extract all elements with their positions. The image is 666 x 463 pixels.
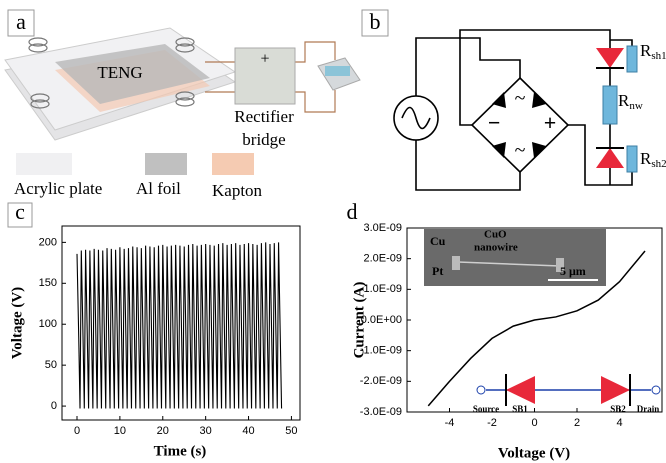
diode	[492, 92, 506, 108]
x-axis-label: Time (s)	[154, 443, 207, 459]
x-tick-label: -4	[445, 417, 455, 429]
legend-swatch	[16, 153, 72, 175]
panel-label: c	[15, 199, 25, 224]
bridge-label: bridge	[242, 130, 285, 149]
y-tick-label: 0	[51, 400, 57, 412]
x-tick-label: 30	[200, 425, 212, 437]
y-tick-label: 1.0E-09	[363, 283, 402, 295]
y-axis-label: Current (A)	[351, 282, 367, 359]
legend-swatch	[212, 153, 254, 175]
y-tick-label: 3.0E-09	[363, 222, 402, 234]
schottky-barrier	[601, 376, 630, 404]
pad	[452, 256, 460, 270]
y-tick-label: -3.0E-09	[360, 406, 402, 418]
y-axis-label: Voltage (V)	[9, 287, 25, 359]
diagram-label: Drain	[637, 404, 660, 414]
inset-label: CuO	[484, 229, 507, 241]
y-tick-label: 150	[39, 277, 57, 289]
inset-label: Cu	[430, 234, 446, 248]
r: R	[640, 41, 652, 60]
panel-b: b ~ − + ~ Rsh1 Rnw Rsh2	[362, 9, 666, 190]
x-tick-label: 0	[531, 417, 537, 429]
legend-label: Kapton	[212, 181, 263, 200]
diode	[532, 92, 546, 108]
electrodes	[325, 66, 350, 76]
r-sub: nw	[629, 100, 643, 112]
diode	[492, 142, 506, 158]
y-tick-label: 100	[39, 318, 57, 330]
x-tick-label: 10	[114, 425, 126, 437]
schottky-diode	[596, 148, 624, 168]
panel-label: a	[16, 9, 26, 34]
bridge-sign: ~	[515, 88, 526, 110]
panel-label: d	[347, 199, 358, 224]
y-tick-label: 2.0E-09	[363, 253, 402, 265]
legend-label: Acrylic plate	[14, 179, 102, 198]
x-tick-label: 50	[285, 425, 297, 437]
x-axis-label: Voltage (V)	[498, 445, 570, 461]
y-tick-label: -2.0E-09	[360, 375, 402, 387]
x-tick-label: -2	[487, 417, 497, 429]
inset-label: nanowire	[474, 242, 518, 254]
legend-swatch	[145, 153, 187, 175]
schottky-diode	[596, 48, 624, 68]
panel-a: a TENG + Rectifier bridge Acrylic plate …	[5, 9, 360, 200]
resistor-label: Rsh1	[640, 41, 666, 62]
legend-label: Al foil	[136, 179, 181, 198]
figure: a TENG + Rectifier bridge Acrylic plate …	[0, 0, 666, 463]
resistor	[627, 46, 637, 72]
data-line	[77, 242, 282, 408]
rectifier-icon: +	[260, 51, 269, 68]
terminal	[652, 386, 660, 394]
terminal	[477, 386, 485, 394]
r-sub: sh1	[651, 50, 666, 62]
resistor	[627, 146, 637, 172]
y-tick-label: 50	[45, 359, 57, 371]
bridge-sign: −	[488, 110, 501, 135]
r: R	[618, 91, 630, 110]
diode	[532, 142, 546, 158]
resistor-label: Rsh2	[640, 149, 666, 170]
bridge-sign: ~	[515, 140, 526, 162]
x-tick-label: 4	[616, 417, 622, 429]
bridge-sign: +	[544, 110, 557, 135]
x-tick-label: 20	[157, 425, 169, 437]
r: R	[640, 149, 652, 168]
diagram-label: SB1	[512, 404, 528, 414]
bridge-label: Rectifier	[234, 107, 294, 126]
x-tick-label: 40	[242, 425, 254, 437]
diagram-label: Source	[473, 404, 499, 414]
device-label: TENG	[97, 63, 142, 82]
y-tick-label: 200	[39, 236, 57, 248]
panel-label: b	[370, 9, 381, 34]
ac-sine	[402, 108, 430, 129]
inset-label: Pt	[432, 264, 443, 278]
schottky-barrier	[506, 376, 535, 404]
r-sub: sh2	[651, 158, 666, 170]
x-tick-label: 0	[74, 425, 80, 437]
inset-label: 5 μm	[560, 264, 586, 278]
diagram-label: SB2	[610, 404, 626, 414]
resistor	[603, 86, 617, 124]
resistor-label: Rnw	[618, 91, 643, 112]
x-tick-label: 2	[574, 417, 580, 429]
